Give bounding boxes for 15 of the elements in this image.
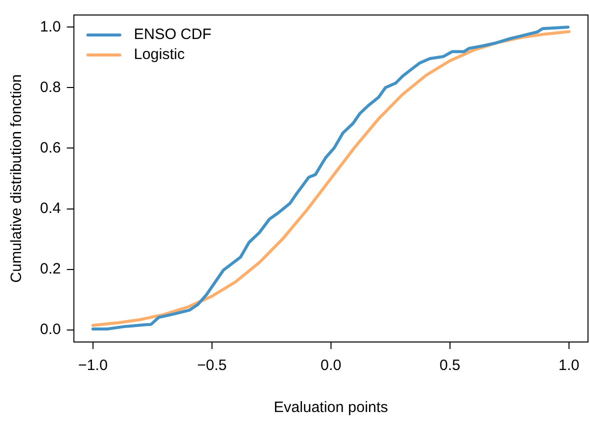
x-tick-label: 1.0 bbox=[558, 357, 580, 374]
y-tick-label: 1.0 bbox=[40, 18, 61, 36]
x-tick-label: −0.5 bbox=[197, 357, 227, 374]
x-tick-label: −1.0 bbox=[78, 357, 108, 374]
y-tick-label: 0.6 bbox=[40, 139, 61, 156]
y-tick-label: 0.8 bbox=[40, 78, 61, 96]
y-tick-label: 0.4 bbox=[40, 200, 61, 217]
legend-label: Logistic bbox=[134, 46, 186, 64]
x-tick-label: 0.0 bbox=[320, 357, 342, 374]
x-axis-title: Evaluation points bbox=[274, 399, 388, 416]
y-tick-label: 0.2 bbox=[40, 260, 61, 278]
y-axis-title: Cumulative distribution fonction bbox=[8, 74, 26, 283]
y-tick-label: 0.0 bbox=[40, 321, 61, 338]
x-tick-label: 0.5 bbox=[440, 357, 460, 374]
legend-label: ENSO CDF bbox=[134, 26, 212, 44]
